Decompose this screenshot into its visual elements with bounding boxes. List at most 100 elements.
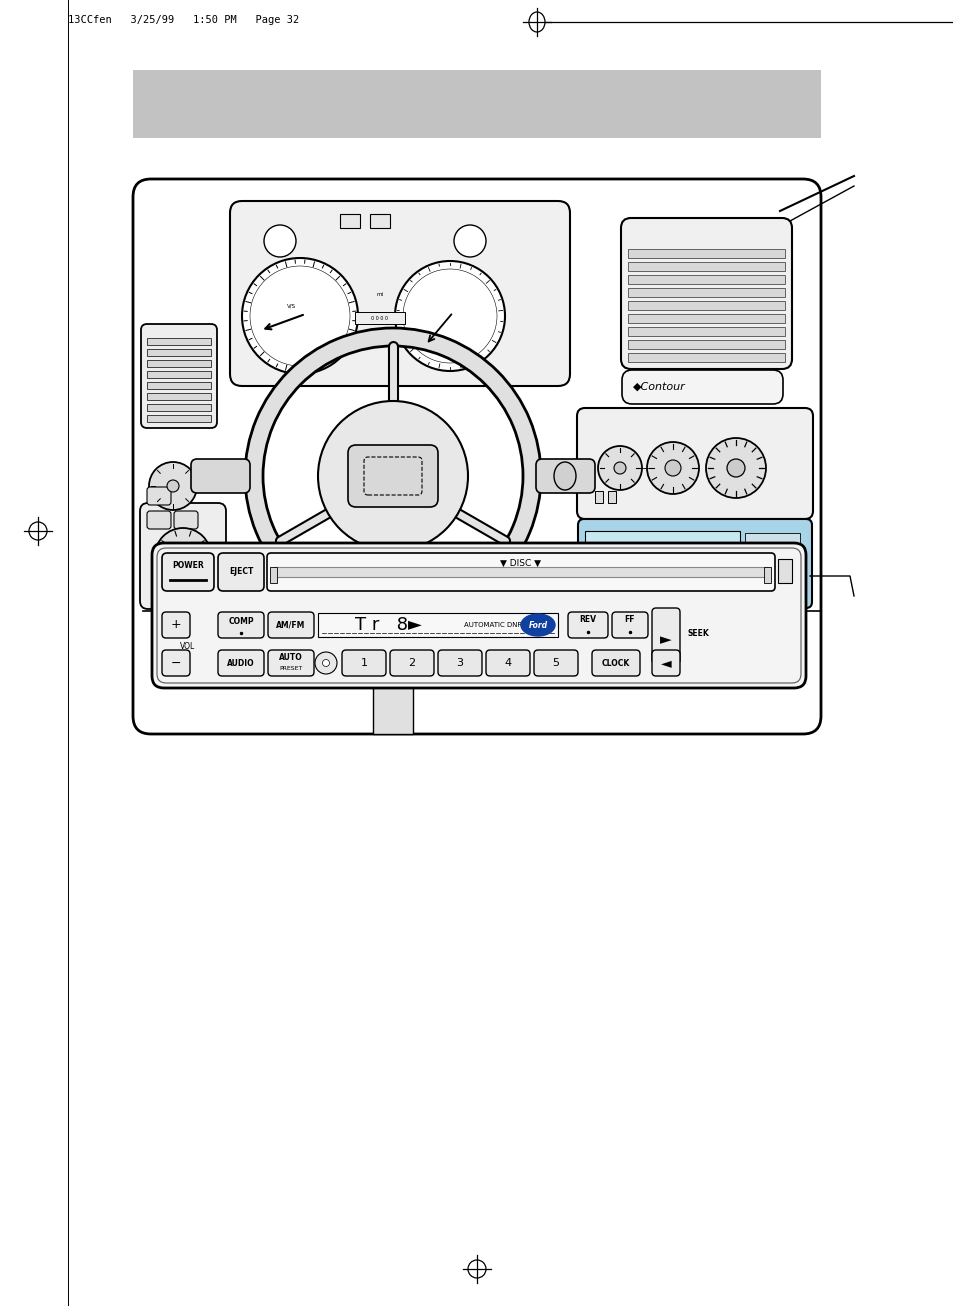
Bar — [317, 613, 558, 637]
Text: VOL: VOL — [180, 643, 195, 650]
Circle shape — [726, 458, 744, 477]
Bar — [147, 404, 211, 411]
Circle shape — [149, 462, 196, 511]
FancyBboxPatch shape — [485, 650, 530, 677]
Bar — [627, 276, 784, 283]
Bar — [627, 289, 784, 296]
FancyBboxPatch shape — [268, 613, 314, 639]
FancyBboxPatch shape — [612, 613, 647, 639]
Bar — [717, 576, 754, 601]
Bar — [132, 71, 821, 138]
Bar — [147, 360, 211, 367]
Circle shape — [242, 259, 357, 374]
Text: FF: FF — [624, 615, 635, 624]
Text: 2: 2 — [408, 658, 416, 667]
FancyBboxPatch shape — [348, 445, 437, 507]
Bar — [627, 326, 784, 336]
Text: PRESET: PRESET — [279, 666, 302, 671]
Text: COMP: COMP — [228, 616, 253, 626]
Bar — [744, 551, 800, 565]
FancyBboxPatch shape — [140, 503, 226, 609]
Bar — [627, 300, 784, 310]
FancyBboxPatch shape — [191, 458, 250, 492]
Bar — [747, 590, 765, 598]
Bar — [627, 263, 784, 272]
Bar — [373, 629, 413, 734]
FancyBboxPatch shape — [651, 650, 679, 677]
Text: 13CCfen   3/25/99   1:50 PM   Page 32: 13CCfen 3/25/99 1:50 PM Page 32 — [68, 14, 299, 25]
Bar — [778, 559, 791, 582]
Text: 4: 4 — [504, 658, 511, 667]
Bar — [744, 569, 800, 582]
Text: T r   8►: T r 8► — [355, 616, 421, 633]
Bar — [763, 567, 770, 582]
Circle shape — [167, 481, 179, 492]
Bar — [627, 353, 784, 362]
Text: 5: 5 — [552, 658, 558, 667]
Bar — [147, 349, 211, 357]
Circle shape — [174, 549, 191, 564]
FancyBboxPatch shape — [651, 609, 679, 663]
FancyBboxPatch shape — [141, 324, 216, 428]
FancyBboxPatch shape — [147, 487, 171, 505]
FancyBboxPatch shape — [162, 552, 213, 592]
Circle shape — [664, 460, 680, 475]
Ellipse shape — [554, 462, 576, 490]
FancyBboxPatch shape — [268, 650, 314, 677]
Circle shape — [154, 528, 211, 584]
FancyBboxPatch shape — [536, 458, 595, 492]
FancyBboxPatch shape — [267, 552, 774, 592]
Text: Ford: Ford — [528, 620, 547, 629]
Bar — [627, 313, 784, 323]
Circle shape — [264, 225, 295, 257]
Circle shape — [646, 441, 699, 494]
Bar — [355, 312, 405, 324]
Text: POWER: POWER — [172, 562, 204, 571]
Text: AUTOMATIC DNR: AUTOMATIC DNR — [463, 622, 521, 628]
FancyBboxPatch shape — [147, 511, 171, 529]
Bar — [147, 415, 211, 422]
Text: −: − — [171, 657, 181, 670]
Circle shape — [598, 447, 641, 490]
Text: AUTO: AUTO — [279, 653, 302, 662]
Bar — [147, 393, 211, 400]
FancyBboxPatch shape — [577, 407, 812, 518]
Bar — [627, 340, 784, 349]
Bar — [774, 590, 792, 598]
Bar — [627, 249, 784, 259]
FancyBboxPatch shape — [341, 650, 386, 677]
FancyBboxPatch shape — [620, 218, 791, 370]
FancyBboxPatch shape — [567, 613, 607, 639]
Text: 3: 3 — [456, 658, 463, 667]
Bar — [760, 576, 799, 601]
Text: 0 0 0 0: 0 0 0 0 — [371, 316, 388, 320]
Ellipse shape — [520, 614, 555, 636]
Bar — [584, 576, 622, 601]
Text: SEEK: SEEK — [686, 628, 708, 637]
FancyBboxPatch shape — [162, 613, 190, 639]
Circle shape — [614, 462, 625, 474]
FancyBboxPatch shape — [534, 650, 578, 677]
Text: ◆Contour: ◆Contour — [633, 381, 685, 392]
FancyBboxPatch shape — [390, 650, 434, 677]
Text: +: + — [171, 619, 181, 632]
Bar — [270, 567, 276, 582]
FancyBboxPatch shape — [218, 552, 264, 592]
FancyBboxPatch shape — [173, 511, 198, 529]
Circle shape — [322, 660, 329, 666]
FancyBboxPatch shape — [621, 370, 782, 404]
FancyBboxPatch shape — [218, 613, 264, 639]
FancyBboxPatch shape — [162, 650, 190, 677]
Text: AM/FM: AM/FM — [276, 620, 305, 629]
FancyBboxPatch shape — [592, 650, 639, 677]
Circle shape — [317, 401, 468, 551]
Text: EJECT: EJECT — [229, 568, 253, 576]
Text: ▼ DISC ▼: ▼ DISC ▼ — [500, 559, 541, 568]
Bar — [584, 532, 740, 571]
Text: CLOCK: CLOCK — [601, 658, 630, 667]
FancyBboxPatch shape — [578, 518, 811, 609]
Bar — [147, 381, 211, 389]
Bar — [672, 576, 710, 601]
Text: AUDIO: AUDIO — [227, 658, 254, 667]
Circle shape — [314, 652, 336, 674]
